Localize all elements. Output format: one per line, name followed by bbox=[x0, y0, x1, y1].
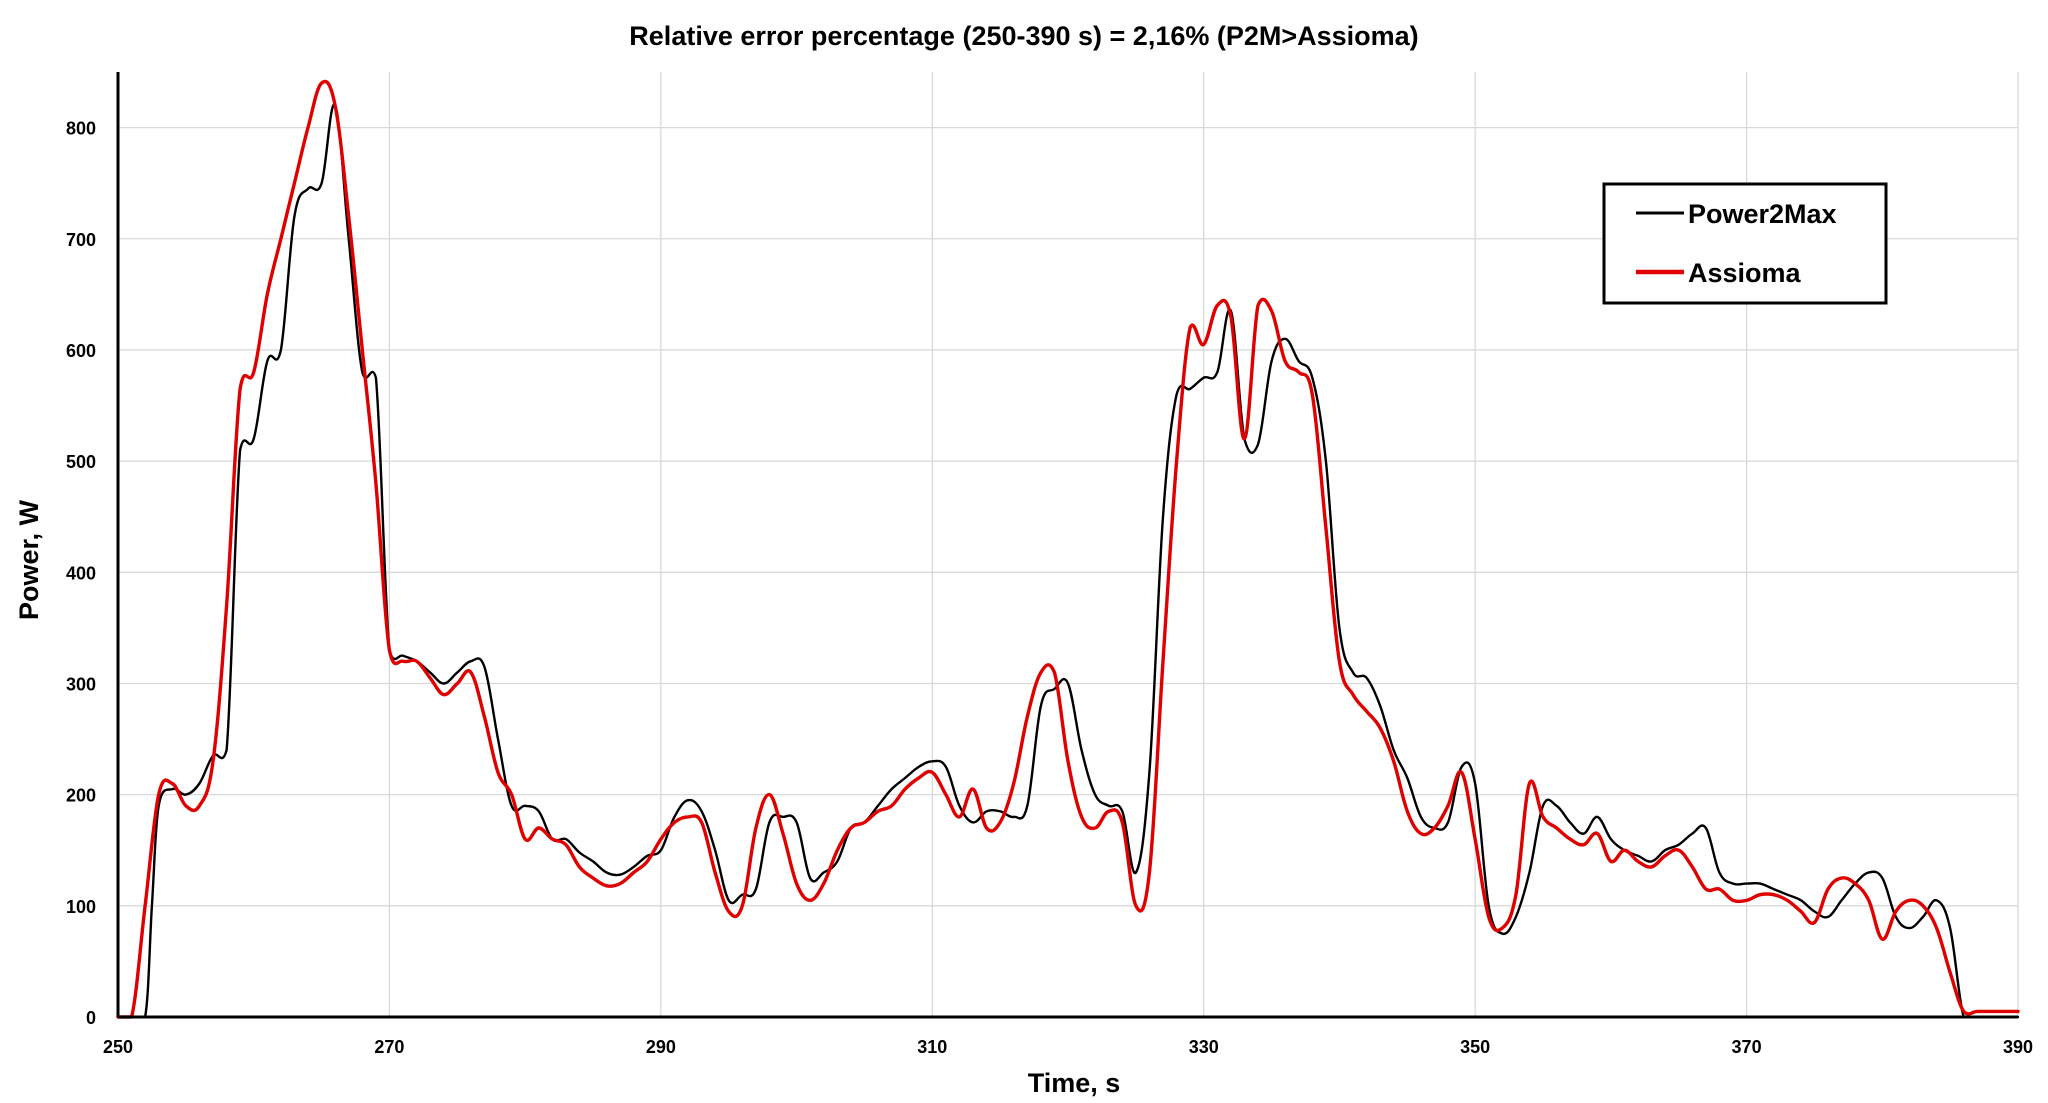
chart-title: Relative error percentage (250-390 s) = … bbox=[629, 21, 1418, 51]
x-tick-label: 250 bbox=[103, 1037, 133, 1057]
y-tick-label: 100 bbox=[66, 897, 96, 917]
legend-box bbox=[1602, 182, 1888, 305]
x-tick-label: 390 bbox=[2003, 1037, 2033, 1057]
x-tick-label: 370 bbox=[1732, 1037, 1762, 1057]
y-tick-label: 500 bbox=[66, 452, 96, 472]
y-tick-label: 600 bbox=[66, 341, 96, 361]
x-tick-label: 350 bbox=[1460, 1037, 1490, 1057]
x-tick-label: 330 bbox=[1189, 1037, 1219, 1057]
x-axis-label: Time, s bbox=[1028, 1068, 1121, 1098]
x-tick-label: 290 bbox=[646, 1037, 676, 1057]
y-tick-label: 0 bbox=[86, 1008, 96, 1028]
x-tick-label: 270 bbox=[374, 1037, 404, 1057]
y-tick-label: 200 bbox=[66, 786, 96, 806]
legend-label-power2max: Power2Max bbox=[1688, 199, 1837, 229]
y-tick-label: 700 bbox=[66, 230, 96, 250]
y-tick-label: 800 bbox=[66, 119, 96, 139]
x-tick-label: 310 bbox=[917, 1037, 947, 1057]
series-line-assioma bbox=[116, 79, 2020, 1019]
y-axis-label: Power, W bbox=[14, 499, 44, 620]
tick-labels: 0 100 200 300 400 500 600 700 800 250 270 290 310 330… bbox=[66, 119, 2033, 1057]
legend-label-assioma: Assioma bbox=[1688, 258, 1802, 288]
legend: Power2Max Assioma bbox=[1602, 182, 1888, 305]
series-lines bbox=[116, 79, 2020, 1019]
y-tick-label: 400 bbox=[66, 563, 96, 583]
y-tick-label: 300 bbox=[66, 674, 96, 694]
axes bbox=[116, 72, 2018, 1019]
